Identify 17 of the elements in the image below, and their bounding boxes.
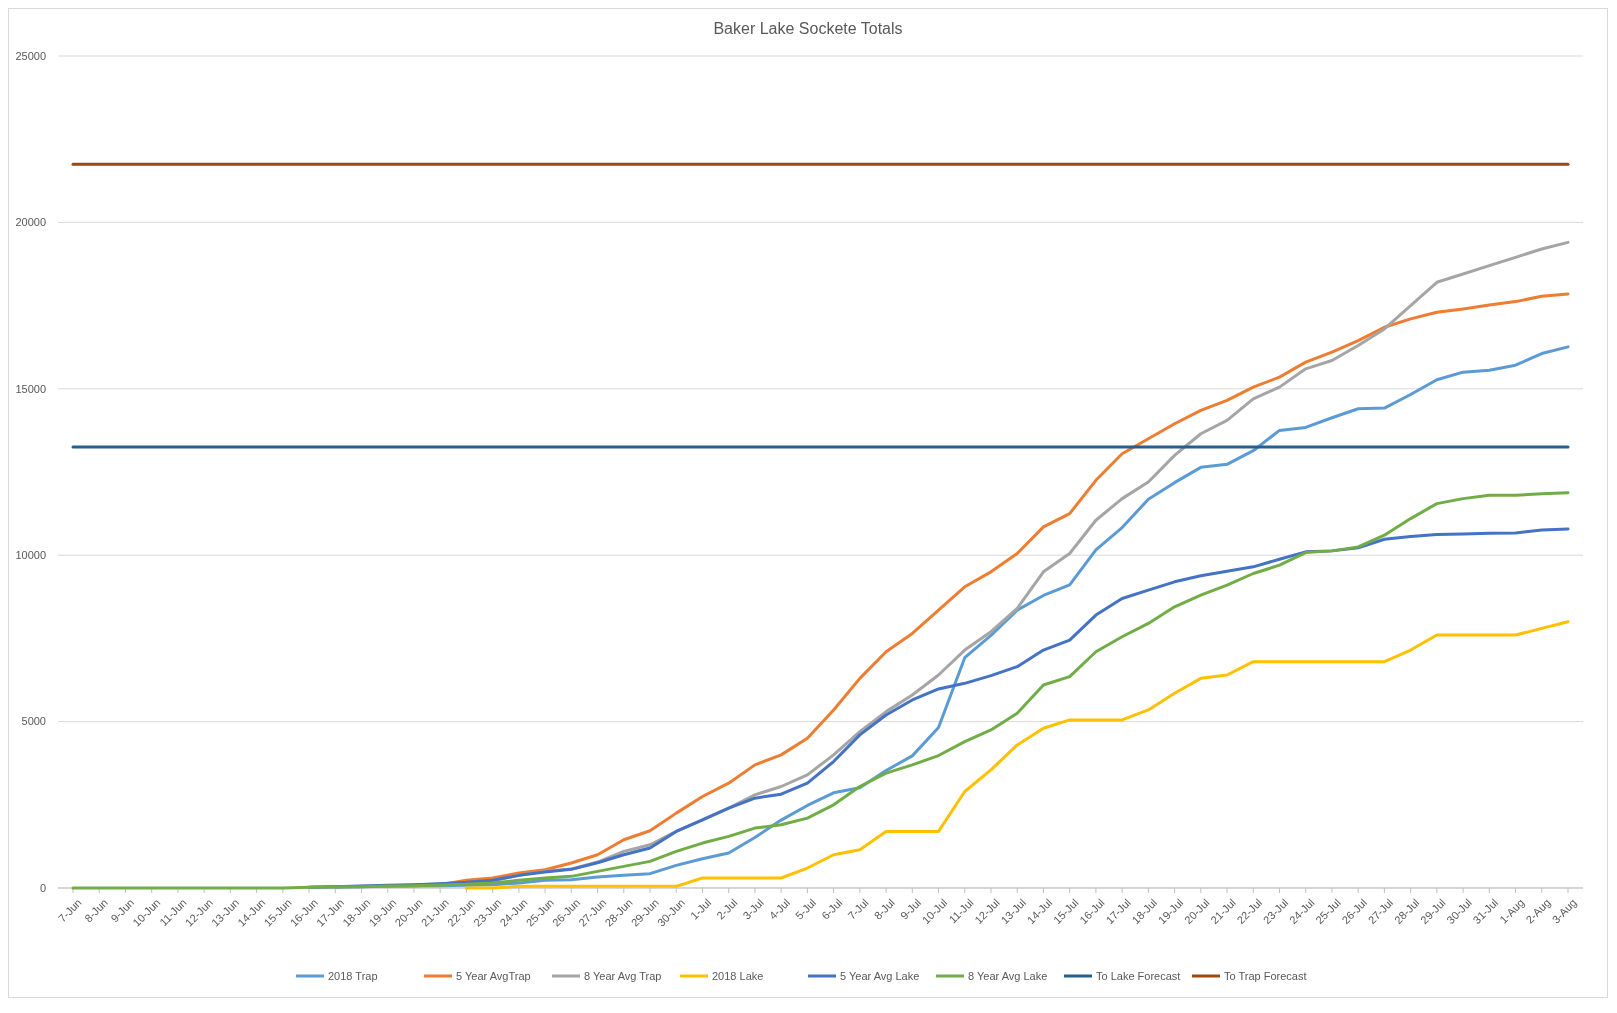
legend-label: 2018 Trap (328, 969, 378, 982)
y-tick-label: 25000 (15, 49, 46, 62)
legend-label: 2018 Lake (712, 969, 764, 982)
chart-title: Baker Lake Sockete Totals (713, 20, 903, 37)
legend-label: 8 Year Avg Lake (968, 969, 1048, 982)
legend-label: 8 Year Avg Trap (584, 969, 662, 982)
legend-label: To Lake Forecast (1096, 969, 1181, 982)
y-tick-label: 5000 (21, 715, 46, 728)
legend-label: 5 Year Avg Lake (840, 969, 920, 982)
legend-label: To Trap Forecast (1224, 969, 1307, 982)
line-series (71, 491, 1570, 890)
legend-label: 5 Year AvgTrap (456, 969, 531, 982)
y-tick-label: 20000 (15, 216, 46, 229)
y-tick-label: 0 (39, 881, 46, 894)
line-series (464, 620, 1570, 890)
y-tick-label: 10000 (15, 549, 46, 562)
y-tick-label: 15000 (15, 382, 46, 395)
